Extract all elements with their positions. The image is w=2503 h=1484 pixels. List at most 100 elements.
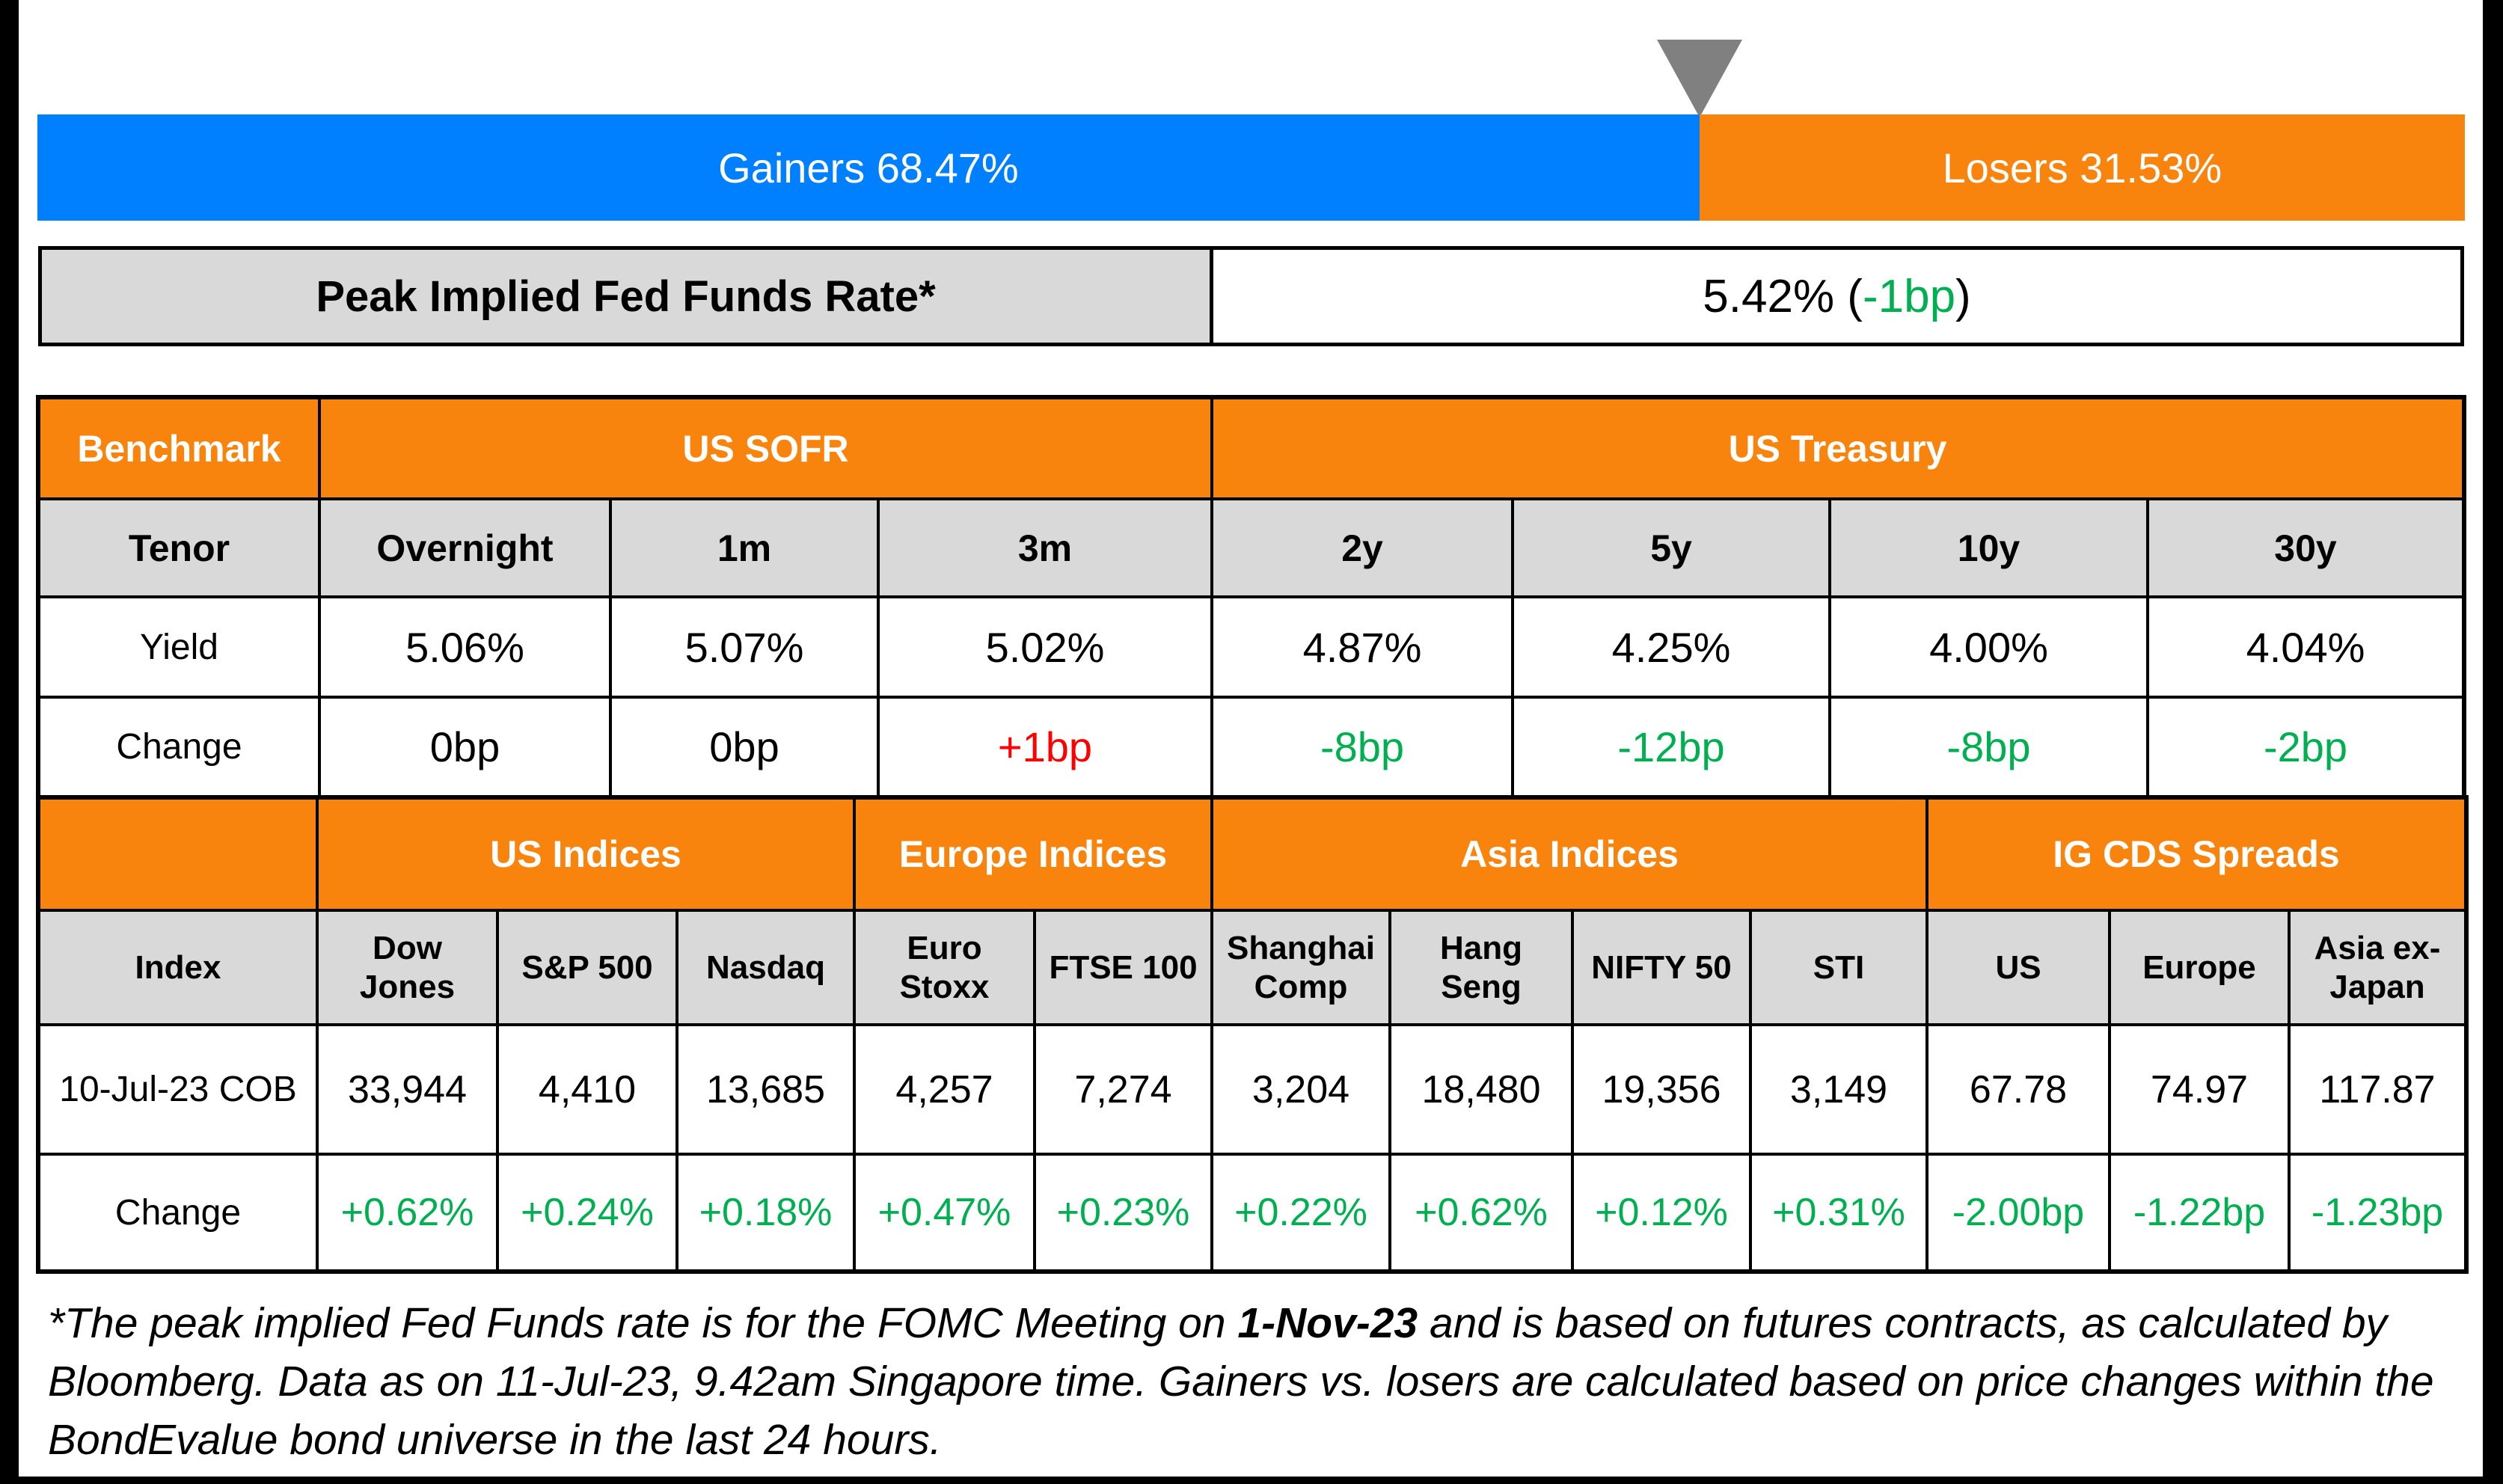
index-name-cell: Shanghai Comp	[1210, 909, 1391, 1026]
market-change-cell: +0.47%	[853, 1153, 1036, 1273]
index-label-cell: Index	[37, 909, 319, 1026]
value-cell: 13,685	[675, 1023, 856, 1156]
tenor-cell: 2y	[1210, 497, 1514, 598]
market-change-cell: +0.18%	[675, 1153, 856, 1273]
value-cell: 3,204	[1210, 1023, 1391, 1156]
value-cell: 4,257	[853, 1023, 1036, 1156]
tenor-label-cell: Tenor	[37, 497, 321, 598]
ig-cds-group-header: IG CDS Spreads	[1925, 796, 2468, 912]
market-values-row: 10-Jul-23 COB 33,944 4,410 13,685 4,257 …	[37, 1023, 2468, 1156]
losers-segment: Losers 31.53%	[1699, 114, 2465, 221]
peak-value-change: -1bp	[1862, 270, 1956, 322]
peak-fed-funds-label: Peak Implied Fed Funds Rate*	[42, 250, 1213, 343]
yield-cell: 5.06%	[318, 595, 612, 699]
peak-value-open: 5.42% (	[1703, 270, 1863, 322]
gainers-losers-bar: Gainers 68.47% Losers 31.53%	[37, 114, 2465, 221]
yield-cell: 4.87%	[1210, 595, 1514, 699]
peak-value-close: )	[1955, 270, 1971, 322]
market-corner-cell	[37, 796, 319, 912]
benchmark-table-body: Benchmark US SOFR US Treasury Tenor Over…	[37, 396, 2466, 799]
footnote-line1-post: and is based on futures contracts, as ca…	[1418, 1299, 2388, 1347]
index-name-cell: S&P 500	[496, 909, 678, 1026]
market-change-cell: -1.22bp	[2108, 1153, 2291, 1273]
us-treasury-group-header: US Treasury	[1210, 396, 2466, 500]
gainers-segment: Gainers 68.47%	[37, 114, 1700, 221]
market-change-cell: +0.22%	[1210, 1153, 1391, 1273]
index-name-cell: NIFTY 50	[1571, 909, 1752, 1026]
market-change-cell: -1.23bp	[2288, 1153, 2468, 1273]
index-name-cell: Euro Stoxx	[853, 909, 1036, 1026]
market-table-body: US Indices Europe Indices Asia Indices I…	[37, 796, 2468, 1273]
left-black-edge	[0, 0, 19, 1484]
index-name-cell: Europe	[2108, 909, 2291, 1026]
index-name-cell: US	[1925, 909, 2111, 1026]
value-cell: 18,480	[1388, 1023, 1574, 1156]
peak-fed-funds-label-text: Peak Implied Fed Funds Rate*	[316, 272, 936, 321]
index-name-cell: FTSE 100	[1033, 909, 1213, 1026]
footnote-line1-bold: 1-Nov-23	[1237, 1299, 1418, 1347]
europe-indices-group-header: Europe Indices	[853, 796, 1213, 912]
market-indices-table: US Indices Europe Indices Asia Indices I…	[36, 795, 2469, 1274]
change-label-cell: Change	[37, 696, 321, 799]
footnote: *The peak implied Fed Funds rate is for …	[48, 1294, 2487, 1469]
yield-cell: 4.25%	[1511, 595, 1831, 699]
footnote-line-2: Bloomberg. Data as on 11-Jul-23, 9.42am …	[48, 1358, 2434, 1405]
tenor-row: Tenor Overnight 1m 3m 2y 5y 10y 30y	[37, 497, 2466, 598]
change-cell: -12bp	[1511, 696, 1831, 799]
peak-fed-funds-row: Peak Implied Fed Funds Rate* 5.42% (-1bp…	[38, 246, 2464, 346]
date-label-cell: 10-Jul-23 COB	[37, 1023, 319, 1156]
tenor-cell: Overnight	[318, 497, 612, 598]
asia-indices-group-header: Asia Indices	[1210, 796, 1928, 912]
gainers-label: Gainers 68.47%	[718, 144, 1019, 191]
market-change-cell: +0.23%	[1033, 1153, 1213, 1273]
index-name-cell: STI	[1749, 909, 1928, 1026]
yield-cell: 4.00%	[1828, 595, 2149, 699]
benchmark-corner-cell: Benchmark	[37, 396, 321, 500]
yield-label-cell: Yield	[37, 595, 321, 699]
market-change-cell: -2.00bp	[1925, 1153, 2111, 1273]
yield-cell: 5.02%	[877, 595, 1213, 699]
value-cell: 4,410	[496, 1023, 678, 1156]
triangle-shape	[1657, 40, 1742, 117]
market-change-cell: +0.31%	[1749, 1153, 1928, 1273]
market-change-row: Change +0.62% +0.24% +0.18% +0.47% +0.23…	[37, 1153, 2468, 1273]
change-cell: -8bp	[1828, 696, 2149, 799]
tenor-cell: 30y	[2146, 497, 2466, 598]
benchmark-change-row: Change 0bp 0bp +1bp -8bp -12bp -8bp -2bp	[37, 696, 2466, 799]
footnote-line-1: *The peak implied Fed Funds rate is for …	[48, 1294, 2487, 1352]
change-cell: -8bp	[1210, 696, 1514, 799]
change-cell: +1bp	[877, 696, 1213, 799]
market-change-cell: +0.62%	[316, 1153, 499, 1273]
index-name-cell: Nasdaq	[675, 909, 856, 1026]
benchmark-rates-table: Benchmark US SOFR US Treasury Tenor Over…	[36, 395, 2466, 800]
value-cell: 117.87	[2288, 1023, 2468, 1156]
yield-cell: 5.07%	[609, 595, 880, 699]
bottom-black-edge	[0, 1477, 2503, 1484]
change-cell: 0bp	[318, 696, 612, 799]
yield-row: Yield 5.06% 5.07% 5.02% 4.87% 4.25% 4.00…	[37, 595, 2466, 699]
us-indices-group-header: US Indices	[316, 796, 856, 912]
market-header-row: US Indices Europe Indices Asia Indices I…	[37, 796, 2468, 912]
tenor-cell: 5y	[1511, 497, 1831, 598]
value-cell: 7,274	[1033, 1023, 1213, 1156]
split-marker-triangle-icon	[1657, 40, 1742, 117]
losers-label: Losers 31.53%	[1942, 144, 2222, 191]
value-cell: 19,356	[1571, 1023, 1752, 1156]
tenor-cell: 3m	[877, 497, 1213, 598]
footnote-line1-pre: *The peak implied Fed Funds rate is for …	[48, 1299, 1238, 1347]
footnote-line-3: BondEvalue bond universe in the last 24 …	[48, 1416, 942, 1464]
index-name-cell: Hang Seng	[1388, 909, 1574, 1026]
change-cell: -2bp	[2146, 696, 2466, 799]
value-cell: 33,944	[316, 1023, 499, 1156]
tenor-cell: 10y	[1828, 497, 2149, 598]
market-change-cell: +0.24%	[496, 1153, 678, 1273]
index-name-row: Index Dow Jones S&P 500 Nasdaq Euro Stox…	[37, 909, 2468, 1026]
value-cell: 74.97	[2108, 1023, 2291, 1156]
tenor-cell: 1m	[609, 497, 880, 598]
us-sofr-group-header: US SOFR	[318, 396, 1213, 500]
change-label-cell: Change	[37, 1153, 319, 1273]
index-name-cell: Dow Jones	[316, 909, 499, 1026]
market-change-cell: +0.12%	[1571, 1153, 1752, 1273]
change-cell: 0bp	[609, 696, 880, 799]
benchmark-header-row: Benchmark US SOFR US Treasury	[37, 396, 2466, 500]
